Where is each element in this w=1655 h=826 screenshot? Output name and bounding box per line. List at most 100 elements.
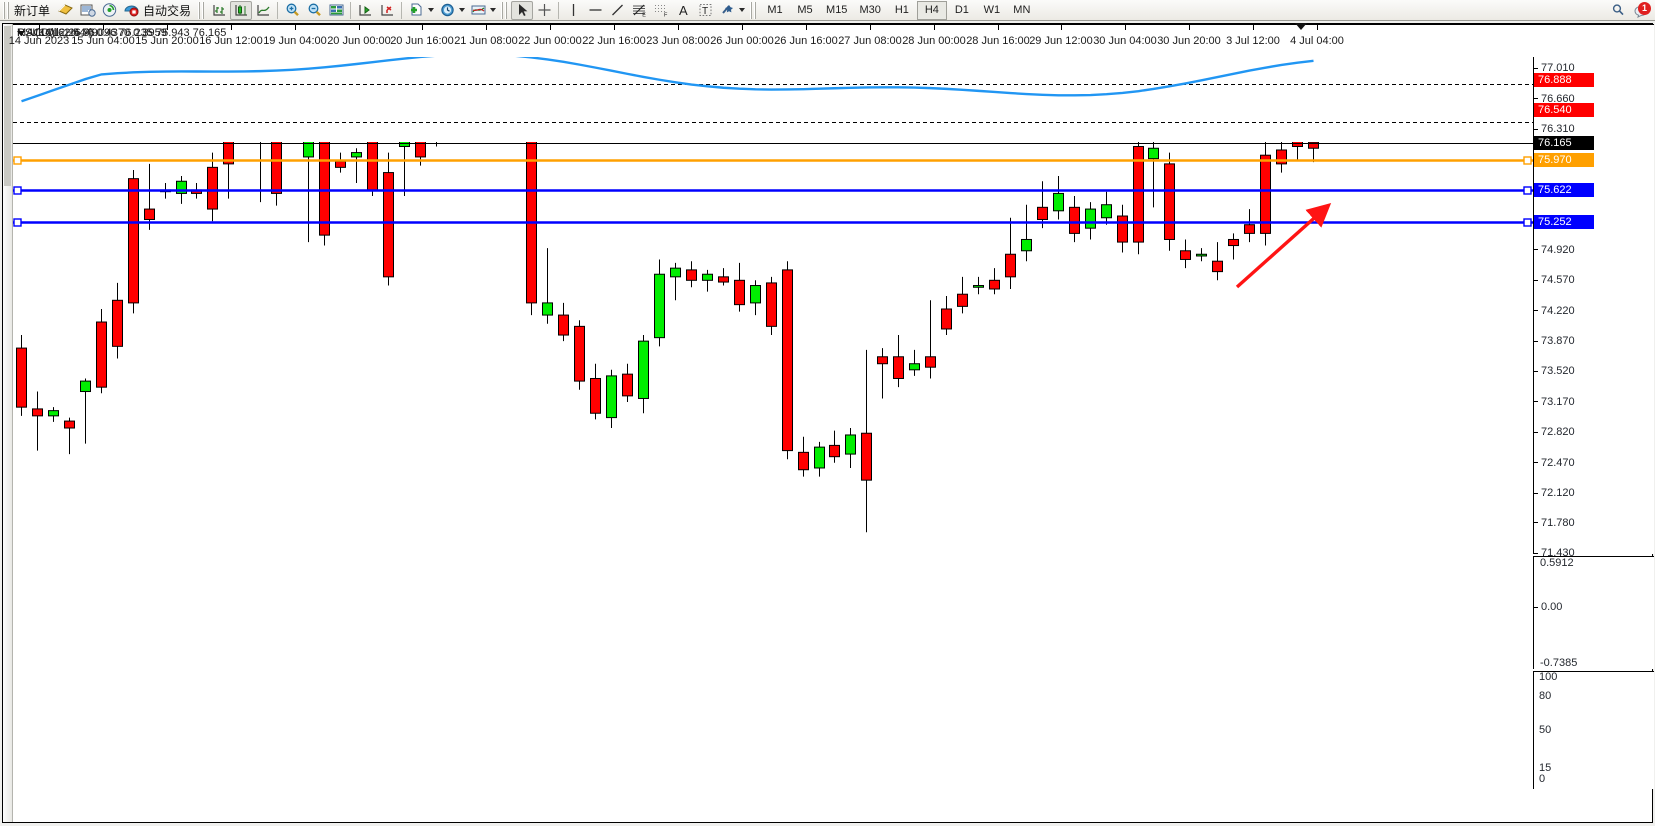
fibo-fan-icon[interactable]: F [650,1,672,20]
macd-label: MACD(12,26,9) 0.4370 0.3959 [17,27,167,39]
macd-axis: 0.5912 0.00 -0.7385 [1533,556,1654,669]
time-tick [1125,25,1126,30]
time-tick [1253,25,1254,30]
search-icon[interactable] [1607,1,1629,20]
price-tag-resistance[interactable]: 76.540 [1534,103,1594,118]
timeframe-h1[interactable]: H1 [894,4,909,16]
candlestick-chart-icon[interactable] [230,0,253,20]
new-chart-dropdown-caret[interactable] [428,8,435,12]
vertical-line-icon[interactable] [562,1,584,20]
timeframe-m1[interactable]: M1 [767,4,783,16]
timeframe-m30[interactable]: M30 [859,4,881,16]
terminal-icon[interactable] [76,1,98,20]
toolbar-separator-1 [277,1,279,19]
price-tick: 77.010 [1534,62,1575,74]
time-tick [742,25,743,30]
time-label: 30 Jun 04:00 [1093,35,1157,47]
time-label: 22 Jun 16:00 [582,35,646,47]
timeframe-w1[interactable]: W1 [983,4,1001,16]
indicators-icon[interactable] [467,1,489,20]
price-tag-resistance[interactable]: 76.888 [1534,72,1594,87]
time-label: 30 Jun 20:00 [1157,35,1221,47]
toolbar-separator-4 [558,1,560,19]
price-tag-pivot[interactable]: 75.970 [1534,152,1594,167]
timeframe-mn[interactable]: MN [1013,4,1031,16]
time-label: 22 Jun 00:00 [518,35,582,47]
svg-text:A: A [679,3,688,18]
time-tick [103,25,104,30]
price-tick: 74.220 [1534,305,1575,317]
svg-text:T: T [702,6,708,17]
chart-vertical-scrollbar[interactable] [3,24,13,822]
time-label: 20 Jun 16:00 [390,35,454,47]
price-tag-support[interactable]: 75.622 [1534,182,1594,197]
timeframe-d1[interactable]: D1 [954,4,969,16]
rsi-label: RSI(14) 62.5449 [17,27,98,39]
notification-icon[interactable]: 1 [1629,1,1655,20]
scrollbar-thumb[interactable] [4,26,11,186]
period-icon[interactable] [436,1,458,20]
notification-badge: 1 [1638,1,1651,15]
time-label: 16 Jun 12:00 [199,35,263,47]
shift-icon[interactable] [354,1,376,20]
price-tag-support[interactable]: 75.252 [1534,214,1594,229]
price-tick: 74.570 [1534,274,1575,286]
fibo-icon[interactable]: E [628,1,650,20]
time-tick [678,25,679,30]
time-label: 27 Jun 08:00 [838,35,902,47]
time-label: 26 Jun 00:00 [710,35,774,47]
toolbar-grip-2[interactable] [198,1,206,19]
autoscroll-icon[interactable] [376,1,398,20]
objects-icon[interactable] [716,1,738,20]
timeframe-m5[interactable]: M5 [797,4,813,16]
toolbar-grip-3[interactable] [501,1,509,19]
period-dropdown-caret[interactable] [459,8,466,12]
cursor-icon[interactable] [511,0,534,20]
trendline-icon[interactable] [606,1,628,20]
zoom-in-icon[interactable] [281,1,303,20]
price-tick: 72.470 [1534,457,1575,469]
toolbar-grip[interactable] [3,1,10,19]
time-tick [486,25,487,30]
timeframe-m15[interactable]: M15 [826,4,848,16]
navigator-icon[interactable] [98,1,120,20]
timeframe-h4[interactable]: H4 [916,0,947,20]
new-chart-icon[interactable] [405,1,427,20]
price-axis[interactable]: 77.36077.01076.66076.31074.92074.57074.2… [1533,24,1654,559]
chart-menu-caret-icon[interactable] [17,30,25,36]
price-tag-current-price[interactable]: 76.165 [1534,135,1594,150]
market-watch-icon[interactable] [120,1,142,20]
time-tick [614,25,615,30]
zoom-out-icon[interactable] [303,1,325,20]
horizontal-line-icon[interactable] [584,1,606,20]
new-order-icon[interactable] [54,1,76,20]
time-tick [167,25,168,30]
time-label: 28 Jun 16:00 [966,35,1030,47]
macd-tick: 0.00 [1534,601,1562,614]
rsi-axis: 100 80 50 15 0 [1533,671,1654,789]
time-axis[interactable]: 14 Jun 2023 15 Jun 04:00 15 Jun 20:00 16 Ju… [9,24,1654,57]
line-chart-icon[interactable] [252,1,274,20]
time-tick [870,25,871,30]
text-icon[interactable]: A [672,1,694,20]
time-tick [39,25,40,30]
time-tick [295,25,296,30]
chart-window: UKOil-,H4 76.096 76.235 75.943 76.165 MA… [2,23,1654,823]
indicators-dropdown-caret[interactable] [490,8,497,12]
crosshair-icon[interactable] [533,1,555,20]
time-label: 3 Jul 12:00 [1226,35,1280,47]
bullish-trend-arrow [1235,202,1332,289]
toolbar-grip-4[interactable] [750,1,758,19]
time-label: 19 Jun 04:00 [263,35,327,47]
auto-trading-label[interactable]: 自动交易 [143,3,192,18]
price-tick: 72.820 [1534,426,1575,438]
time-label: 20 Jun 00:00 [327,35,391,47]
text-label-icon[interactable]: T [694,1,716,20]
candlestick-series [16,43,1319,533]
grid-icon[interactable] [325,1,347,20]
new-order-label[interactable]: 新订单 [14,3,51,18]
price-tick: 73.170 [1534,396,1575,408]
bar-chart-icon[interactable] [208,1,230,20]
objects-dropdown-caret[interactable] [739,8,746,12]
